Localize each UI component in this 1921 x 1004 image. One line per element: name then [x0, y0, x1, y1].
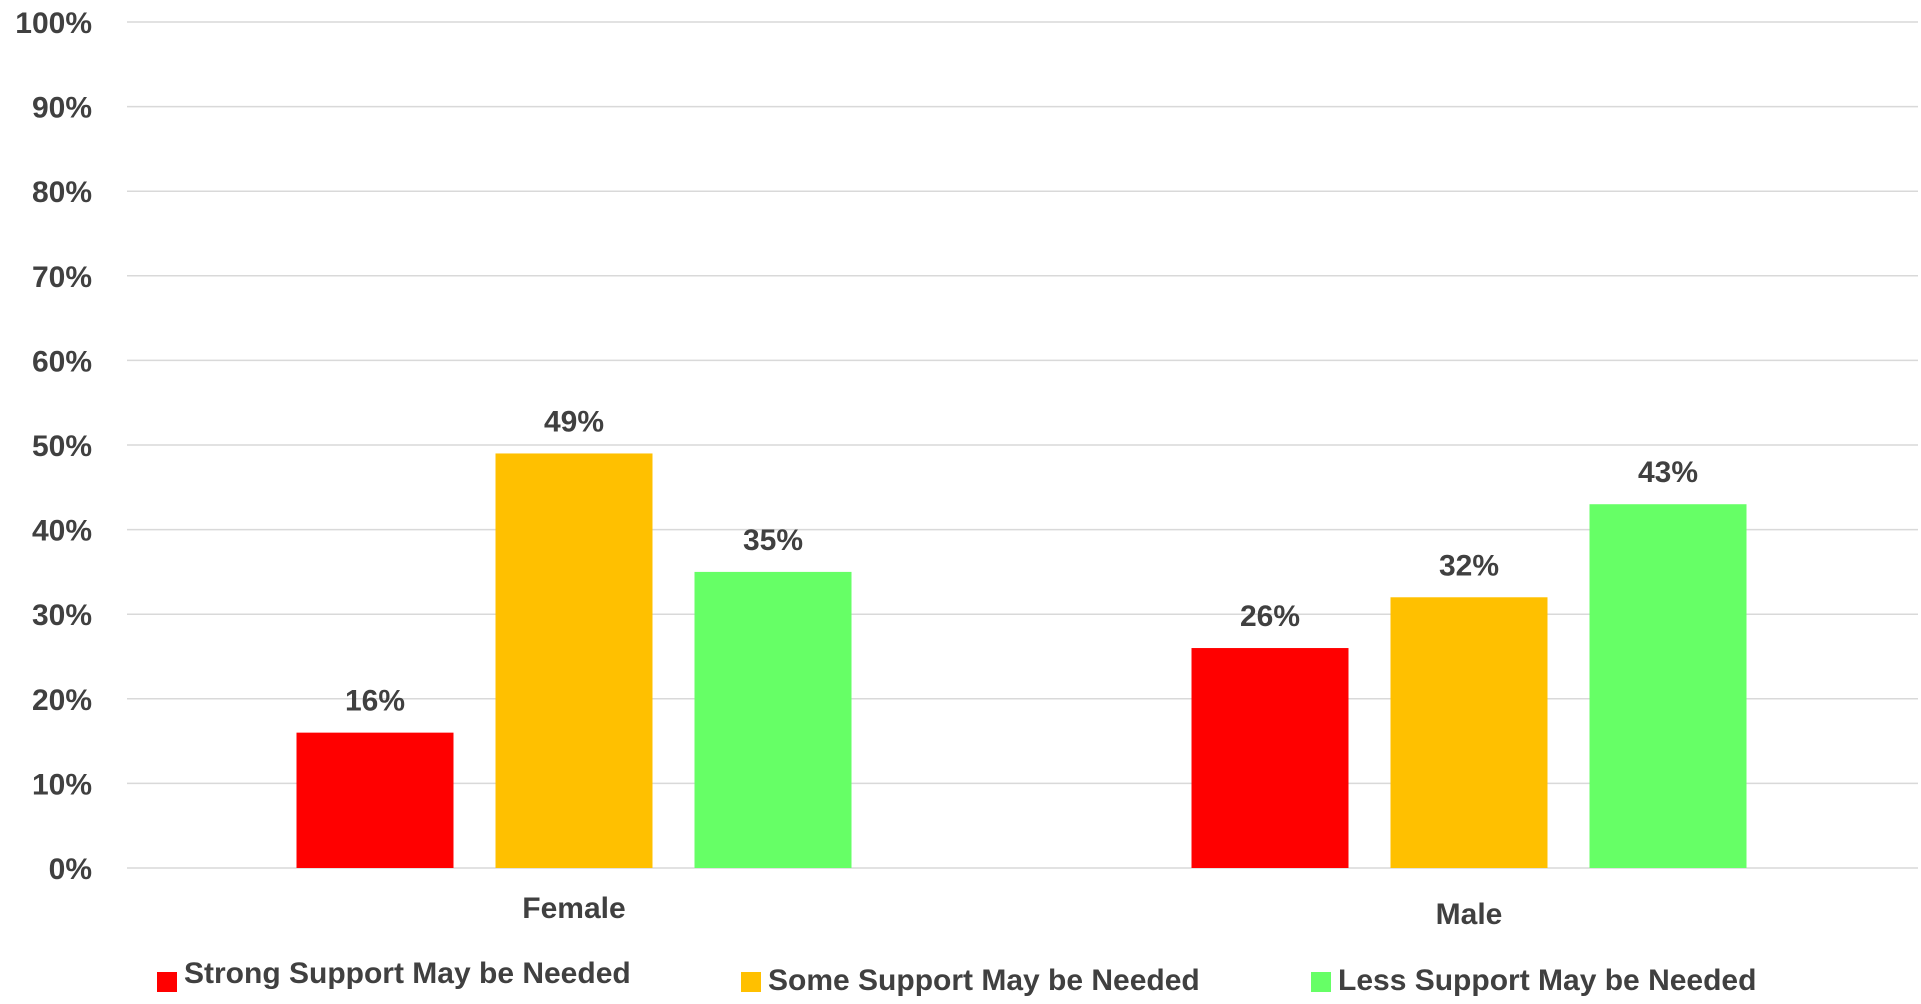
data-label: 32%: [1439, 549, 1499, 582]
y-axis-tick-labels: 0% 10% 20% 30% 40% 50% 60% 70% 80% 90% 100%: [15, 7, 92, 886]
y-tick-label: 30%: [32, 599, 92, 632]
legend-item-1: Strong Support May be Needed: [157, 957, 631, 992]
data-label: 49%: [544, 405, 604, 438]
bar-male-series-1: [1191, 648, 1349, 868]
legend-label: Less Support May be Needed: [1338, 964, 1756, 997]
legend-item-2: Some Support May be Needed: [741, 964, 1200, 997]
legend-item-3: Less Support May be Needed: [1311, 964, 1756, 997]
data-label: 43%: [1638, 456, 1698, 489]
data-label: 35%: [743, 524, 803, 557]
legend: Strong Support May be Needed Some Support…: [157, 957, 1756, 997]
bar-female-series-1: [296, 732, 454, 868]
x-axis-category-labels: Female Male: [522, 892, 1502, 931]
category-label-female: Female: [522, 892, 625, 925]
bar-female-series-3: [694, 571, 852, 868]
legend-label: Strong Support May be Needed: [184, 957, 631, 990]
y-tick-label: 20%: [32, 684, 92, 717]
y-tick-label: 10%: [32, 768, 92, 801]
y-tick-label: 50%: [32, 430, 92, 463]
y-tick-label: 80%: [32, 176, 92, 209]
bar-male-series-3: [1589, 504, 1747, 868]
category-label-male: Male: [1436, 898, 1503, 931]
bars: [296, 453, 1747, 868]
y-tick-label: 0%: [49, 853, 92, 886]
y-tick-label: 40%: [32, 515, 92, 548]
legend-label: Some Support May be Needed: [768, 964, 1200, 997]
bar-female-series-2: [495, 453, 653, 868]
y-tick-label: 90%: [32, 92, 92, 125]
data-label: 26%: [1240, 600, 1300, 633]
legend-swatch: [1311, 972, 1331, 992]
y-tick-label: 100%: [15, 7, 92, 40]
y-tick-label: 60%: [32, 345, 92, 378]
data-label: 16%: [345, 685, 405, 718]
legend-swatch: [741, 972, 761, 992]
legend-swatch: [157, 972, 177, 992]
data-labels: 16% 49% 35% 26% 32% 43%: [345, 405, 1698, 717]
y-tick-label: 70%: [32, 261, 92, 294]
bar-male-series-2: [1390, 597, 1548, 868]
